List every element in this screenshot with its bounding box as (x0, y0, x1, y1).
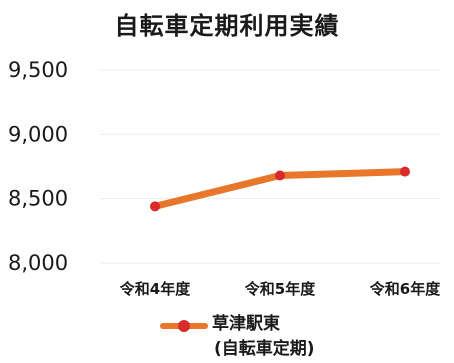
legend: 草津駅東 (自転車定期) (160, 312, 400, 360)
y-tick-label: 8,500 (8, 187, 68, 211)
x-tick-label: 令和5年度 (245, 280, 316, 298)
chart-title: 自転車定期利用実績 (114, 12, 340, 40)
y-tick-label: 9,000 (8, 122, 68, 146)
data-point (400, 166, 410, 177)
legend-series-name: 草津駅東 (212, 314, 280, 334)
data-point (275, 170, 285, 181)
x-tick-label: 令和6年度 (370, 280, 441, 298)
legend-series-subtitle: (自転車定期) (214, 339, 315, 359)
legend-marker-swatch (178, 320, 190, 332)
data-point (150, 201, 160, 212)
x-tick-label: 令和4年度 (120, 280, 191, 298)
y-tick-label: 8,000 (8, 251, 68, 275)
y-tick-label: 9,500 (8, 58, 68, 82)
